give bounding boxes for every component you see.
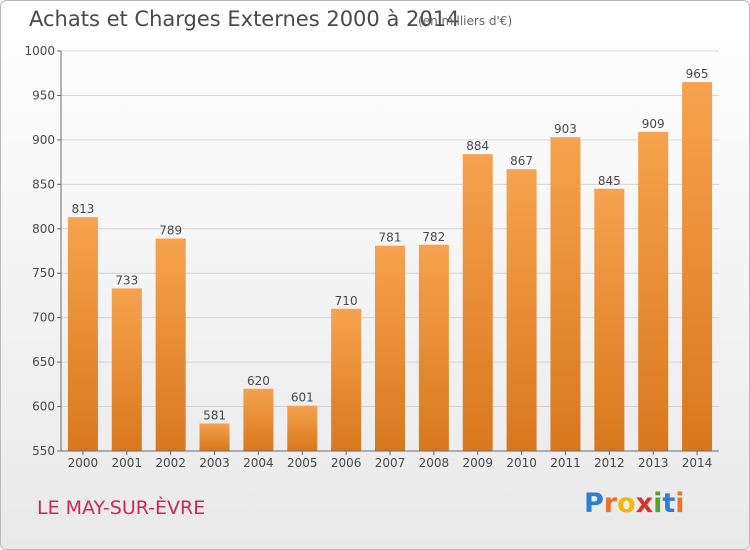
bar	[462, 154, 493, 451]
bar	[506, 169, 537, 451]
y-tick-label: 650	[32, 355, 55, 369]
x-tick-label: 2014	[682, 456, 713, 470]
value-label: 733	[115, 273, 138, 287]
y-tick-label: 550	[32, 444, 55, 458]
value-label: 710	[335, 294, 358, 308]
logo-letter: x	[635, 488, 654, 519]
y-tick-label: 800	[32, 222, 55, 236]
value-label: 884	[466, 139, 489, 153]
bar	[638, 131, 669, 451]
bar	[111, 288, 142, 451]
bar	[199, 423, 230, 451]
x-tick-label: 2009	[462, 456, 493, 470]
y-tick-label: 1000	[24, 44, 55, 58]
y-tick-label: 850	[32, 177, 55, 191]
bar	[594, 188, 625, 451]
bar	[418, 244, 449, 451]
x-tick-label: 2008	[419, 456, 450, 470]
value-label: 903	[554, 122, 577, 136]
value-label: 782	[422, 230, 445, 244]
value-label: 965	[686, 67, 709, 81]
x-tick-label: 2006	[331, 456, 362, 470]
x-tick-label: 2000	[68, 456, 99, 470]
value-label: 620	[247, 374, 270, 388]
x-tick-label: 2003	[199, 456, 230, 470]
x-tick-label: 2011	[550, 456, 581, 470]
bar	[375, 245, 405, 451]
y-tick-label: 900	[32, 133, 55, 147]
bar	[331, 308, 362, 451]
x-tick-label: 2005	[287, 456, 318, 470]
x-tick-label: 2004	[243, 456, 274, 470]
chart-title: Achats et Charges Externes 2000 à 2014	[29, 7, 460, 31]
value-label: 581	[203, 408, 226, 422]
y-tick-label: 950	[32, 88, 55, 102]
logo-letter: r	[603, 488, 618, 519]
logo-letter: o	[617, 488, 636, 519]
x-tick-label: 2007	[375, 456, 406, 470]
y-tick-label: 700	[32, 311, 55, 325]
chart-unit: (en milliers d'€)	[418, 14, 513, 28]
value-label: 909	[642, 117, 665, 131]
logo-letter: i	[653, 488, 663, 519]
city-name: LE MAY-SUR-ÈVRE	[37, 497, 206, 519]
bar	[67, 217, 98, 451]
y-tick-label: 750	[32, 266, 55, 280]
bar	[243, 388, 274, 451]
value-label: 789	[159, 224, 182, 238]
value-label: 867	[510, 154, 533, 168]
logo-letter: t	[662, 488, 676, 519]
x-tick-label: 2013	[638, 456, 669, 470]
bar	[682, 82, 713, 451]
value-label: 781	[379, 231, 402, 245]
x-tick-label: 2010	[506, 456, 537, 470]
proxiti-logo: Proxiti	[584, 488, 685, 519]
value-label: 813	[71, 202, 94, 216]
bar	[155, 238, 186, 451]
bar	[287, 405, 318, 451]
x-tick-label: 2002	[155, 456, 186, 470]
x-tick-label: 2012	[594, 456, 625, 470]
x-tick-label: 2001	[112, 456, 143, 470]
logo-letter: i	[675, 488, 685, 519]
logo-letter: P	[584, 488, 604, 519]
value-label: 601	[291, 391, 314, 405]
y-tick-label: 600	[32, 400, 55, 414]
bar	[550, 137, 581, 451]
value-label: 845	[598, 174, 621, 188]
